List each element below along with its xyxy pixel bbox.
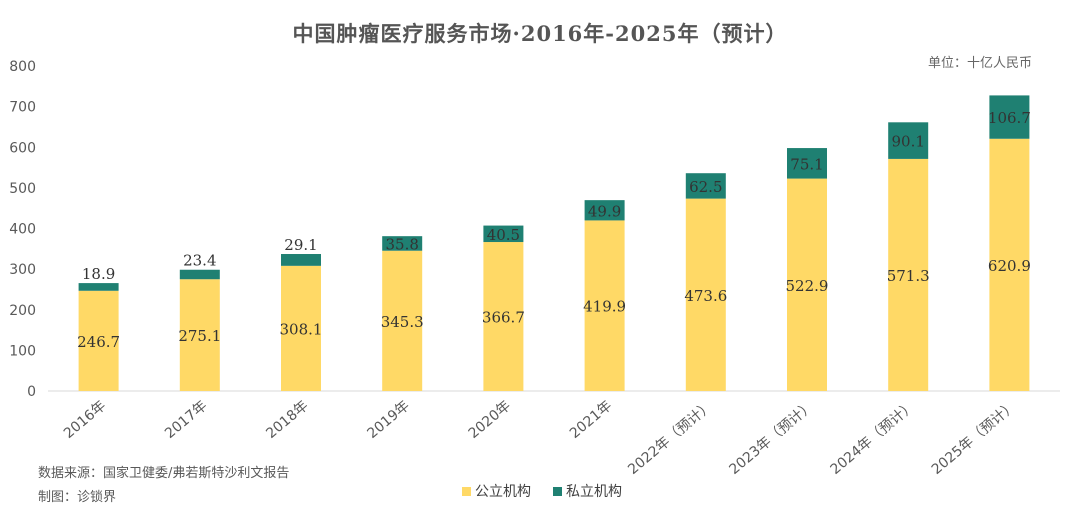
bar-private [685, 173, 726, 199]
legend-item-private: 私立机构 [553, 481, 622, 501]
x-tick-label: 2025年（预计） [929, 398, 1020, 478]
y-tick-label: 700 [9, 100, 36, 116]
bar-private [179, 269, 220, 280]
x-tick-label: 2018年 [263, 398, 311, 442]
data-label-private: 18.9 [82, 265, 115, 283]
data-label-public: 620.9 [988, 257, 1031, 275]
data-label-public: 571.3 [887, 267, 930, 285]
bar-private [382, 236, 423, 251]
bar-public [179, 279, 220, 391]
x-tick-label: 2023年（预计） [726, 398, 817, 478]
data-label-public: 366.7 [482, 309, 525, 327]
data-label-private: 23.4 [183, 252, 216, 270]
bar-public [483, 242, 524, 391]
x-tick-label: 2019年 [364, 398, 412, 442]
legend-label-private: 私立机构 [566, 484, 622, 500]
data-label-public: 246.7 [77, 333, 120, 351]
bar-public [382, 250, 423, 391]
data-label-public: 308.1 [280, 320, 323, 338]
bar-public [685, 198, 726, 391]
bar-public [888, 158, 929, 391]
bar-private [483, 225, 524, 243]
legend-swatch-private [553, 486, 562, 496]
data-label-public: 275.1 [178, 327, 221, 345]
data-label-private: 75.1 [790, 155, 823, 173]
legend-label-public: 公立机构 [475, 484, 531, 500]
data-label-private: 49.9 [588, 202, 621, 220]
bar-private [787, 148, 827, 179]
x-tick-label: 2021年 [567, 398, 615, 442]
data-label-private: 35.8 [385, 235, 418, 253]
x-tick-label: 2016年 [61, 398, 109, 442]
data-label-private: 29.1 [284, 236, 317, 254]
unit-label: 单位：十亿人民币 [927, 56, 1032, 71]
bar-private [888, 122, 929, 159]
data-label-public: 345.3 [381, 313, 424, 331]
y-tick-label: 100 [9, 343, 36, 359]
x-tick-label: 2020年 [466, 398, 514, 442]
y-tick-label: 600 [9, 140, 36, 156]
bar-public [989, 138, 1030, 391]
legend-swatch-public [462, 486, 471, 496]
bar-private [78, 283, 119, 291]
bar-private [584, 200, 625, 221]
bar-public [787, 178, 827, 391]
x-tick-label: 2024年（预计） [828, 398, 919, 478]
y-tick-label: 200 [9, 303, 36, 319]
y-tick-label: 400 [9, 222, 36, 238]
bar-public [281, 265, 321, 391]
data-label-public: 522.9 [786, 277, 829, 295]
made-by-note: 制图：诊锁界 [38, 490, 117, 505]
data-label-private: 40.5 [487, 226, 520, 244]
bar-private [989, 95, 1030, 139]
bar-public [78, 290, 119, 391]
x-tick-label: 2022年（预计） [625, 398, 716, 478]
y-tick-label: 800 [9, 59, 36, 75]
legend-item-public: 公立机构 [462, 481, 531, 501]
y-tick-label: 500 [9, 181, 36, 197]
bar-private [281, 254, 321, 266]
bar-public [584, 220, 625, 391]
data-label-public: 419.9 [583, 298, 626, 316]
x-tick-label: 2017年 [162, 398, 210, 442]
data-label-private: 106.7 [988, 109, 1031, 127]
y-tick-label: 0 [27, 384, 36, 400]
chart-title: 中国肿瘤医疗服务市场·2016年-2025年（预计） [292, 21, 788, 46]
y-tick-label: 300 [9, 262, 36, 278]
data-label-private: 62.5 [689, 178, 722, 196]
data-label-public: 473.6 [684, 287, 727, 305]
legend: 公立机构 私立机构 [462, 481, 622, 501]
data-label-private: 90.1 [891, 133, 924, 151]
source-note: 数据来源：国家卫健委/弗若斯特沙利文报告 [38, 466, 290, 481]
